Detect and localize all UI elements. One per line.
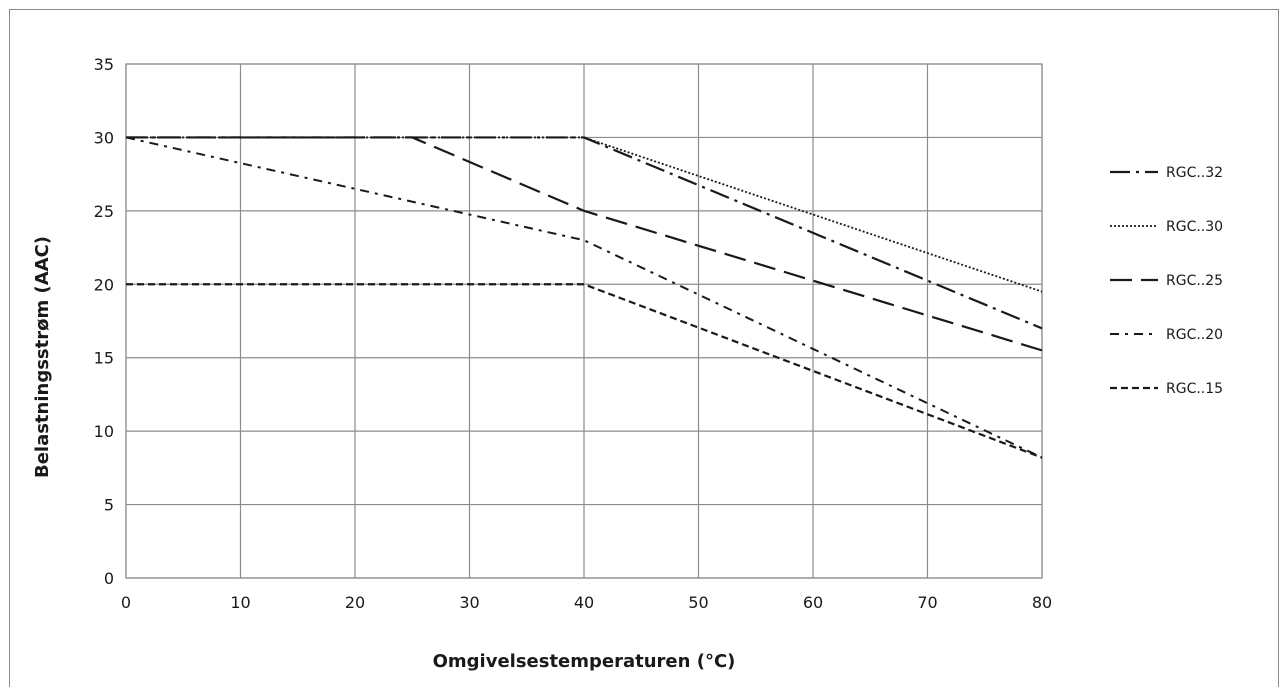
legend: RGC..32 RGC..30 RGC..25 RGC..20 RGC..15 xyxy=(1110,165,1223,397)
y-tick-label: 30 xyxy=(94,128,114,147)
x-axis-title: Omgivelsestemperaturen (°C) xyxy=(433,651,736,672)
y-tick-label: 20 xyxy=(94,275,114,294)
y-tick-label: 25 xyxy=(94,202,114,221)
y-tick-label: 35 xyxy=(94,55,114,74)
y-tick-label: 15 xyxy=(94,349,114,368)
x-tick-label: 10 xyxy=(230,593,250,612)
series-line-rgc30 xyxy=(126,136,1043,293)
chart-frame xyxy=(9,9,1279,687)
y-tick-label: 10 xyxy=(94,422,114,441)
y-axis-ticks: 0 5 10 15 20 25 30 35 xyxy=(94,55,114,588)
legend-label: RGC..15 xyxy=(1166,381,1223,397)
series-line-rgc20 xyxy=(125,136,1043,459)
x-tick-label: 20 xyxy=(345,593,365,612)
y-tick-label: 5 xyxy=(104,496,114,515)
series-line-rgc25 xyxy=(126,136,1043,352)
x-tick-label: 40 xyxy=(574,593,594,612)
x-tick-label: 0 xyxy=(121,593,131,612)
legend-label: RGC..25 xyxy=(1166,273,1223,289)
legend-label: RGC..20 xyxy=(1166,327,1223,343)
x-tick-label: 50 xyxy=(688,593,708,612)
x-tick-label: 70 xyxy=(917,593,937,612)
legend-label: RGC..30 xyxy=(1166,219,1223,235)
series-line-rgc15 xyxy=(126,283,1043,459)
y-tick-label: 0 xyxy=(104,569,114,588)
x-tick-label: 60 xyxy=(803,593,823,612)
x-axis-ticks: 0 10 20 30 40 50 60 70 80 xyxy=(121,593,1052,612)
x-tick-label: 80 xyxy=(1032,593,1052,612)
legend-label: RGC..32 xyxy=(1166,165,1223,181)
series-layer xyxy=(125,136,1043,459)
y-axis-title: Belastningsstrøm (AAC) xyxy=(32,236,53,478)
x-tick-label: 30 xyxy=(459,593,479,612)
grid-lines xyxy=(125,63,1043,579)
